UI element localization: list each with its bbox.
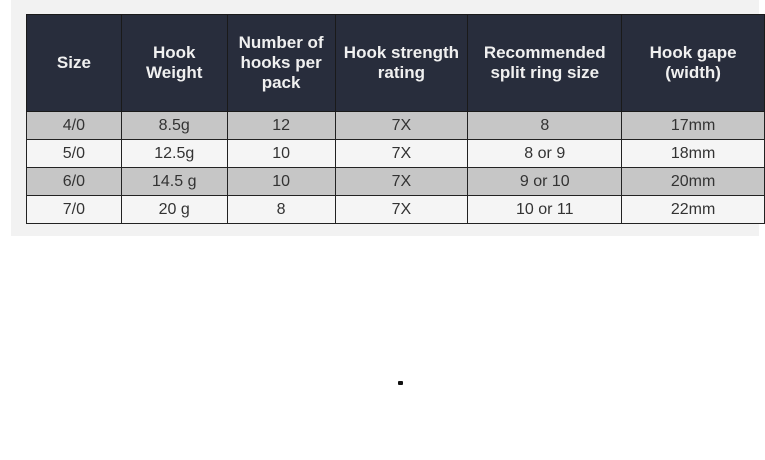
cell-strength: 7X [334,195,469,224]
cell-size: 5/0 [26,139,122,168]
cell-per-pack: 10 [226,167,336,196]
cell-size: 6/0 [26,167,122,196]
cell-split-ring: 8 or 9 [467,139,623,168]
cell-per-pack: 10 [226,139,336,168]
header-hook-gape: Hook gape (width) [621,14,765,112]
table-row: 5/0 12.5g 10 7X 8 or 9 18mm [26,139,765,168]
cell-gape: 20mm [621,167,765,196]
hook-size-table: Size Hook Weight Number of hooks per pac… [26,14,765,224]
cell-split-ring: 10 or 11 [467,195,623,224]
table-row: 6/0 14.5 g 10 7X 9 or 10 20mm [26,167,765,196]
header-strength-rating: Hook strength rating [334,14,469,112]
stray-mark [398,381,403,385]
cell-weight: 8.5g [120,111,228,140]
cell-per-pack: 12 [226,111,336,140]
cell-weight: 14.5 g [120,167,228,196]
cell-strength: 7X [334,167,469,196]
header-size: Size [26,14,122,112]
cell-split-ring: 9 or 10 [467,167,623,196]
header-row: Size Hook Weight Number of hooks per pac… [26,14,765,112]
cell-weight: 20 g [120,195,228,224]
cell-size: 4/0 [26,111,122,140]
header-hook-weight: Hook Weight [120,14,228,112]
header-split-ring-size: Recommended split ring size [467,14,623,112]
cell-weight: 12.5g [120,139,228,168]
cell-gape: 22mm [621,195,765,224]
table-row: 4/0 8.5g 12 7X 8 17mm [26,111,765,140]
cell-gape: 18mm [621,139,765,168]
cell-strength: 7X [334,139,469,168]
cell-strength: 7X [334,111,469,140]
table-row: 7/0 20 g 8 7X 10 or 11 22mm [26,195,765,224]
cell-per-pack: 8 [226,195,336,224]
header-hooks-per-pack: Number of hooks per pack [226,14,336,112]
cell-gape: 17mm [621,111,765,140]
cell-split-ring: 8 [467,111,623,140]
cell-size: 7/0 [26,195,122,224]
